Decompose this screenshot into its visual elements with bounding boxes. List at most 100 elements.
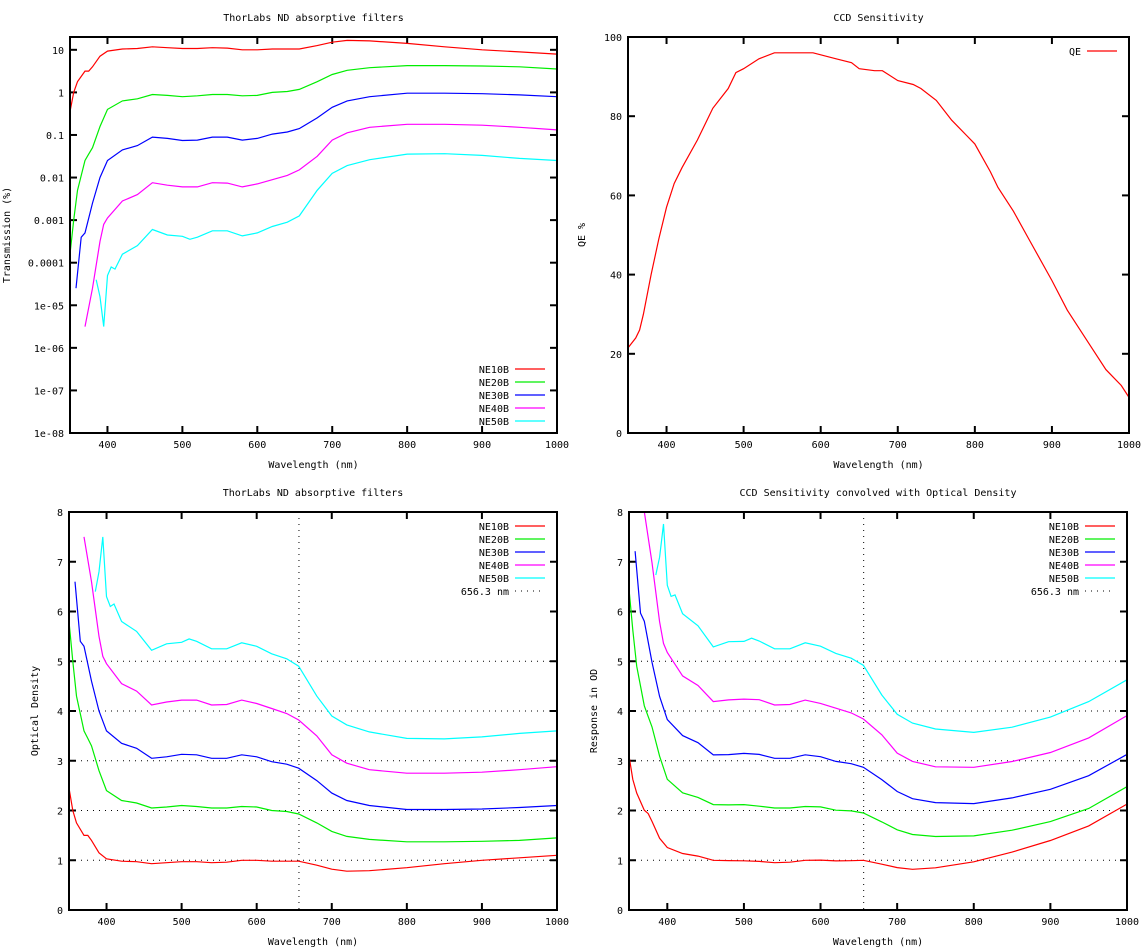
legend-label: NE20B (479, 535, 509, 546)
x-tick-label: 700 (888, 917, 906, 928)
x-tick-label: 1000 (1117, 440, 1141, 451)
legend-label: NE50B (479, 417, 509, 428)
x-tick-label: 600 (812, 917, 830, 928)
legend-label: NE40B (479, 561, 509, 572)
y-tick-label: 60 (610, 191, 622, 202)
x-axis-label: Wavelength (nm) (833, 460, 923, 471)
series-line-ne40b (84, 123, 557, 327)
legend-label: NE30B (479, 391, 509, 402)
plot-border (628, 511, 1128, 911)
x-tick-label: 700 (323, 440, 341, 451)
x-tick-label: 1000 (1115, 917, 1139, 928)
series-line-ne10b (629, 755, 1127, 870)
x-tick-label: 400 (658, 917, 676, 928)
y-axis-label: Optical Density (30, 666, 41, 756)
legend-label: NE30B (1049, 548, 1079, 559)
y-axis-label: QE % (577, 223, 588, 247)
y-tick-label: 3 (57, 757, 63, 768)
y-tick-label: 0.1 (46, 131, 64, 142)
y-tick-label: 1 (58, 88, 64, 99)
y-tick-label: 1e-07 (34, 386, 64, 397)
legend-label: 656.3 nm (1031, 587, 1079, 598)
x-tick-label: 800 (398, 440, 416, 451)
x-tick-label: 400 (98, 440, 116, 451)
x-tick-label: 600 (248, 917, 266, 928)
legend-label: 656.3 nm (461, 587, 509, 598)
y-tick-label: 8 (57, 508, 63, 519)
series-line-ne20b (629, 589, 1127, 838)
legend-label: NE10B (1049, 522, 1079, 533)
x-axis-label: Wavelength (nm) (833, 937, 923, 948)
series-line-qe (628, 52, 1129, 398)
y-tick-label: 1 (57, 856, 63, 867)
legend-label: NE40B (1049, 561, 1079, 572)
chart-title: ThorLabs ND absorptive filters (223, 13, 404, 24)
x-tick-label: 700 (323, 917, 341, 928)
y-tick-label: 1e-06 (34, 344, 64, 355)
y-tick-label: 5 (57, 657, 63, 668)
series-line-ne40b (643, 512, 1127, 768)
plot-border (627, 36, 1130, 434)
series-line-ne50b (655, 523, 1127, 734)
legend-label: NE10B (479, 365, 509, 376)
x-axis-label: Wavelength (nm) (268, 937, 358, 948)
x-tick-label: 600 (248, 440, 266, 451)
y-tick-label: 6 (617, 608, 623, 619)
legend-label: NE30B (479, 548, 509, 559)
y-tick-label: 80 (610, 112, 622, 123)
y-tick-label: 7 (57, 558, 63, 569)
x-tick-label: 500 (735, 917, 753, 928)
series-line-ne50b (94, 536, 557, 740)
chart-panel-3: CCD Sensitivity convolved with Optical D… (589, 488, 1139, 948)
y-tick-label: 0.001 (34, 216, 64, 227)
x-tick-label: 800 (398, 917, 416, 928)
legend-label: NE20B (1049, 535, 1079, 546)
legend-label: NE50B (479, 574, 509, 585)
y-tick-label: 4 (57, 707, 63, 718)
y-tick-label: 4 (617, 707, 623, 718)
series-line-ne50b (95, 153, 557, 327)
x-tick-label: 500 (173, 917, 191, 928)
x-tick-label: 600 (812, 440, 830, 451)
series-line-ne40b (83, 536, 557, 774)
chart-panel-2: ThorLabs ND absorptive filters Wavelength… (30, 488, 569, 948)
x-tick-label: 900 (1043, 440, 1061, 451)
y-tick-label: 0.0001 (28, 259, 64, 270)
x-tick-label: 800 (966, 440, 984, 451)
series-line-ne10b (70, 39, 557, 112)
y-tick-label: 0 (616, 429, 622, 440)
legend-label: NE10B (479, 522, 509, 533)
chart-title: CCD Sensitivity (833, 13, 923, 24)
x-axis-label: Wavelength (nm) (268, 460, 358, 471)
y-tick-label: 1e-08 (34, 429, 64, 440)
y-tick-label: 8 (617, 508, 623, 519)
y-axis-label: Response in OD (589, 669, 600, 753)
y-tick-label: 1 (617, 856, 623, 867)
legend-label: NE20B (479, 378, 509, 389)
y-tick-label: 0.01 (40, 174, 64, 185)
x-tick-label: 400 (658, 440, 676, 451)
x-tick-label: 900 (1041, 917, 1059, 928)
y-tick-label: 1e-05 (34, 301, 64, 312)
chart-title: CCD Sensitivity convolved with Optical D… (740, 488, 1017, 499)
y-tick-label: 40 (610, 271, 622, 282)
x-tick-label: 800 (965, 917, 983, 928)
y-tick-label: 20 (610, 350, 622, 361)
y-tick-label: 6 (57, 608, 63, 619)
chart-title: ThorLabs ND absorptive filters (223, 488, 404, 499)
y-axis-label: Transmission (%) (2, 187, 13, 283)
x-tick-label: 500 (735, 440, 753, 451)
y-tick-label: 0 (57, 906, 63, 917)
x-tick-label: 900 (473, 917, 491, 928)
legend-label: NE50B (1049, 574, 1079, 585)
chart-panel-0: ThorLabs ND absorptive filters Wavelength… (2, 13, 569, 471)
series-line-ne30b (74, 581, 557, 811)
x-tick-label: 1000 (545, 917, 569, 928)
y-tick-label: 2 (617, 807, 623, 818)
series-line-ne30b (75, 92, 557, 289)
y-tick-label: 0 (617, 906, 623, 917)
series-line-ne20b (69, 621, 557, 843)
y-tick-label: 2 (57, 807, 63, 818)
x-tick-label: 700 (889, 440, 907, 451)
